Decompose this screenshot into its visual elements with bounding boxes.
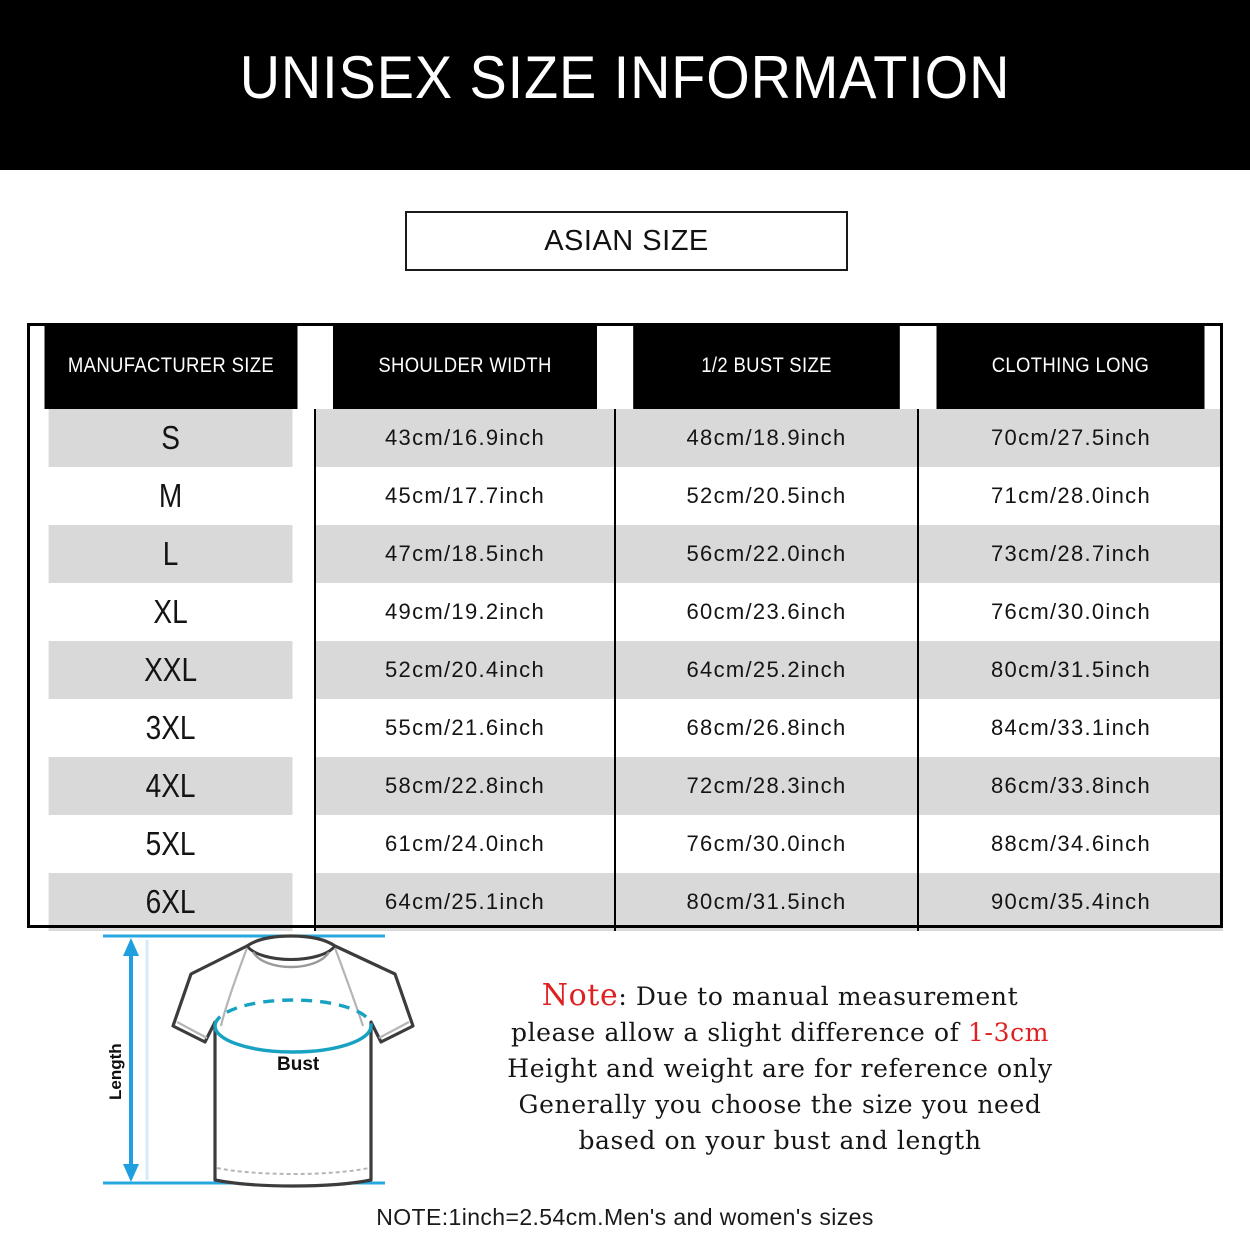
bust-label: Bust bbox=[277, 1054, 320, 1075]
cell-length: 80cm/31.5inch bbox=[918, 641, 1223, 699]
note-line-1: Note: Due to manual measurement bbox=[445, 978, 1115, 1015]
cell-size: 5XL bbox=[48, 815, 295, 873]
cell-bust: 68cm/26.8inch bbox=[615, 699, 919, 757]
note-tolerance-value: 1-3cm bbox=[968, 1018, 1050, 1047]
cell-size: 6XL bbox=[48, 873, 295, 931]
table-row: S 43cm/16.9inch 48cm/18.9inch 70cm/27.5i… bbox=[27, 409, 1223, 467]
table-header: MANUFACTURER SIZE SHOULDER WIDTH 1/2 BUS… bbox=[27, 323, 1223, 409]
column-header-clothing-long: CLOTHING LONG bbox=[936, 323, 1205, 409]
table-row: 5XL 61cm/24.0inch 76cm/30.0inch 88cm/34.… bbox=[27, 815, 1223, 873]
column-header-manufacturer-size: MANUFACTURER SIZE bbox=[44, 323, 298, 409]
cell-length: 84cm/33.1inch bbox=[918, 699, 1223, 757]
cell-size: 3XL bbox=[48, 699, 295, 757]
cell-size: XL bbox=[48, 583, 295, 641]
cell-shoulder: 55cm/21.6inch bbox=[315, 699, 616, 757]
length-arrow-head-up bbox=[123, 938, 139, 956]
cell-size: XXL bbox=[48, 641, 295, 699]
cell-length: 86cm/33.8inch bbox=[918, 757, 1223, 815]
collar-inner bbox=[251, 951, 331, 969]
note-line-5: based on your bust and length bbox=[578, 1126, 982, 1155]
length-label: Length bbox=[106, 1043, 125, 1100]
cell-length: 70cm/27.5inch bbox=[918, 409, 1223, 467]
cell-bust: 76cm/30.0inch bbox=[615, 815, 919, 873]
table-header-row: MANUFACTURER SIZE SHOULDER WIDTH 1/2 BUS… bbox=[27, 323, 1223, 409]
tshirt-diagram-svg: Bust Length bbox=[103, 934, 415, 1188]
bottom-hem bbox=[216, 1167, 370, 1175]
cell-size: 4XL bbox=[48, 757, 295, 815]
note-keyword: Note bbox=[541, 978, 619, 1013]
cell-size: S bbox=[48, 409, 295, 467]
note-line-1-rest: Due to manual measurement bbox=[627, 982, 1019, 1011]
note-line-2-text: please allow a slight difference of bbox=[510, 1018, 969, 1047]
table-row: L 47cm/18.5inch 56cm/22.0inch 73cm/28.7i… bbox=[27, 525, 1223, 583]
bust-ellipse-solid bbox=[213, 1025, 373, 1054]
asian-size-label: ASIAN SIZE bbox=[544, 225, 709, 257]
table-body: S 43cm/16.9inch 48cm/18.9inch 70cm/27.5i… bbox=[27, 409, 1223, 931]
table-row: 3XL 55cm/21.6inch 68cm/26.8inch 84cm/33.… bbox=[27, 699, 1223, 757]
cell-shoulder: 49cm/19.2inch bbox=[315, 583, 616, 641]
bust-ellipse-dashed bbox=[213, 998, 373, 1027]
sleeve-cuff-left bbox=[176, 1021, 208, 1039]
cell-shoulder: 52cm/20.4inch bbox=[315, 641, 616, 699]
top-banner: UNISEX SIZE INFORMATION bbox=[0, 0, 1250, 170]
sleeve-cuff-right bbox=[378, 1021, 410, 1039]
collar-outer bbox=[245, 944, 337, 961]
cell-length: 76cm/30.0inch bbox=[918, 583, 1223, 641]
cell-shoulder: 58cm/22.8inch bbox=[315, 757, 616, 815]
cell-bust: 60cm/23.6inch bbox=[615, 583, 919, 641]
table-row: XL 49cm/19.2inch 60cm/23.6inch 76cm/30.0… bbox=[27, 583, 1223, 641]
cell-shoulder: 61cm/24.0inch bbox=[315, 815, 616, 873]
cell-length: 73cm/28.7inch bbox=[918, 525, 1223, 583]
cell-bust: 56cm/22.0inch bbox=[615, 525, 919, 583]
column-header-half-bust-size: 1/2 BUST SIZE bbox=[633, 323, 900, 409]
shoulder-seam-left bbox=[219, 947, 249, 1027]
asian-size-box: ASIAN SIZE bbox=[405, 211, 848, 271]
column-header-shoulder-width: SHOULDER WIDTH bbox=[333, 323, 597, 409]
cell-size: L bbox=[48, 525, 295, 583]
table-row: 4XL 58cm/22.8inch 72cm/28.3inch 86cm/33.… bbox=[27, 757, 1223, 815]
cell-bust: 48cm/18.9inch bbox=[615, 409, 919, 467]
shoulder-seam-right bbox=[333, 947, 365, 1027]
table-row: XXL 52cm/20.4inch 64cm/25.2inch 80cm/31.… bbox=[27, 641, 1223, 699]
cell-shoulder: 45cm/17.7inch bbox=[315, 467, 616, 525]
size-chart-table: MANUFACTURER SIZE SHOULDER WIDTH 1/2 BUS… bbox=[27, 323, 1223, 931]
length-arrow-head-down bbox=[123, 1164, 139, 1182]
page-title: UNISEX SIZE INFORMATION bbox=[239, 44, 1011, 111]
note-line-2: please allow a slight difference of 1-3c… bbox=[445, 1015, 1115, 1051]
footer-conversion-note: NOTE:1inch=2.54cm.Men's and women's size… bbox=[376, 1204, 874, 1230]
table-row: 6XL 64cm/25.1inch 80cm/31.5inch 90cm/35.… bbox=[27, 873, 1223, 931]
cell-length: 88cm/34.6inch bbox=[918, 815, 1223, 873]
tshirt-measurement-diagram: Bust Length bbox=[95, 930, 495, 1195]
cell-length: 90cm/35.4inch bbox=[918, 873, 1223, 931]
note-colon: : bbox=[618, 982, 628, 1011]
note-line-4: Generally you choose the size you need bbox=[518, 1090, 1042, 1119]
cell-shoulder: 43cm/16.9inch bbox=[315, 409, 616, 467]
note-line-3: Height and weight are for reference only bbox=[507, 1054, 1053, 1083]
cell-size: M bbox=[48, 467, 295, 525]
table-row: M 45cm/17.7inch 52cm/20.5inch 71cm/28.0i… bbox=[27, 467, 1223, 525]
cell-bust: 80cm/31.5inch bbox=[615, 873, 919, 931]
note-block: Note: Due to manual measurement please a… bbox=[445, 978, 1115, 1159]
cell-shoulder: 64cm/25.1inch bbox=[315, 873, 616, 931]
cell-bust: 72cm/28.3inch bbox=[615, 757, 919, 815]
cell-bust: 52cm/20.5inch bbox=[615, 467, 919, 525]
cell-shoulder: 47cm/18.5inch bbox=[315, 525, 616, 583]
cell-bust: 64cm/25.2inch bbox=[615, 641, 919, 699]
cell-length: 71cm/28.0inch bbox=[918, 467, 1223, 525]
